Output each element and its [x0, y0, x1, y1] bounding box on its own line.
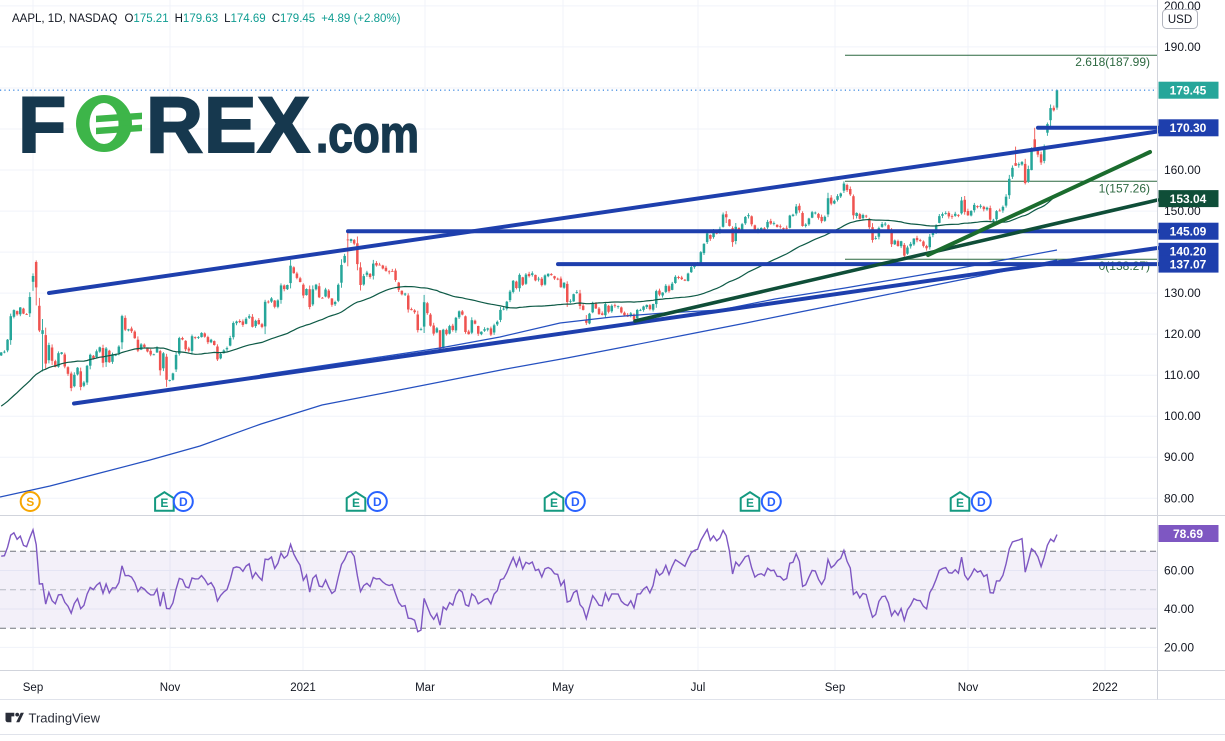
svg-text:190.00: 190.00	[1164, 40, 1201, 54]
svg-text:F: F	[18, 80, 68, 169]
svg-text:Nov: Nov	[160, 682, 181, 694]
svg-text:0(138.27): 0(138.27)	[1099, 259, 1150, 273]
svg-text:150.00: 150.00	[1164, 204, 1201, 218]
svg-text:D: D	[977, 495, 986, 509]
svg-text:153.04: 153.04	[1170, 192, 1207, 206]
svg-text:May: May	[552, 682, 574, 694]
svg-text:S: S	[26, 495, 34, 509]
svg-text:.com: .com	[316, 106, 419, 164]
svg-text:2021: 2021	[290, 682, 316, 694]
svg-text:179.45: 179.45	[1170, 84, 1207, 98]
svg-text:170.30: 170.30	[1170, 121, 1207, 135]
svg-text:USD: USD	[1168, 14, 1192, 26]
svg-text:120.00: 120.00	[1164, 327, 1201, 341]
svg-text:E: E	[160, 496, 168, 510]
svg-text:60.00: 60.00	[1164, 564, 1194, 578]
svg-text:80.00: 80.00	[1164, 491, 1194, 505]
svg-text:D: D	[571, 495, 580, 509]
svg-text:78.69: 78.69	[1173, 527, 1203, 541]
svg-text:140.20: 140.20	[1170, 245, 1207, 259]
svg-text:D: D	[373, 495, 382, 509]
svg-text:110.00: 110.00	[1164, 368, 1200, 382]
svg-text:2.618(187.99): 2.618(187.99)	[1075, 55, 1150, 69]
svg-text:Sep: Sep	[825, 682, 845, 694]
svg-text:145.09: 145.09	[1170, 225, 1207, 239]
svg-text:D: D	[767, 495, 776, 509]
svg-text:Nov: Nov	[958, 682, 979, 694]
svg-text:TradingView: TradingView	[29, 711, 101, 726]
svg-text:E: E	[746, 496, 754, 510]
svg-text:90.00: 90.00	[1164, 450, 1194, 464]
svg-text:Mar: Mar	[415, 682, 435, 694]
svg-text:130.00: 130.00	[1164, 286, 1201, 300]
svg-text:1(157.26): 1(157.26)	[1099, 181, 1150, 195]
svg-text:160.00: 160.00	[1164, 163, 1201, 177]
svg-text:20.00: 20.00	[1164, 640, 1194, 654]
svg-text:D: D	[179, 495, 188, 509]
svg-text:2022: 2022	[1092, 682, 1118, 694]
svg-text:E: E	[550, 496, 558, 510]
svg-text:Jul: Jul	[691, 682, 706, 694]
svg-text:E: E	[352, 496, 360, 510]
svg-text:Sep: Sep	[23, 682, 43, 694]
svg-text:E: E	[956, 496, 964, 510]
svg-text:100.00: 100.00	[1164, 409, 1201, 423]
svg-text:40.00: 40.00	[1164, 602, 1194, 616]
svg-text:REX: REX	[146, 80, 314, 169]
svg-text:137.07: 137.07	[1170, 257, 1207, 271]
